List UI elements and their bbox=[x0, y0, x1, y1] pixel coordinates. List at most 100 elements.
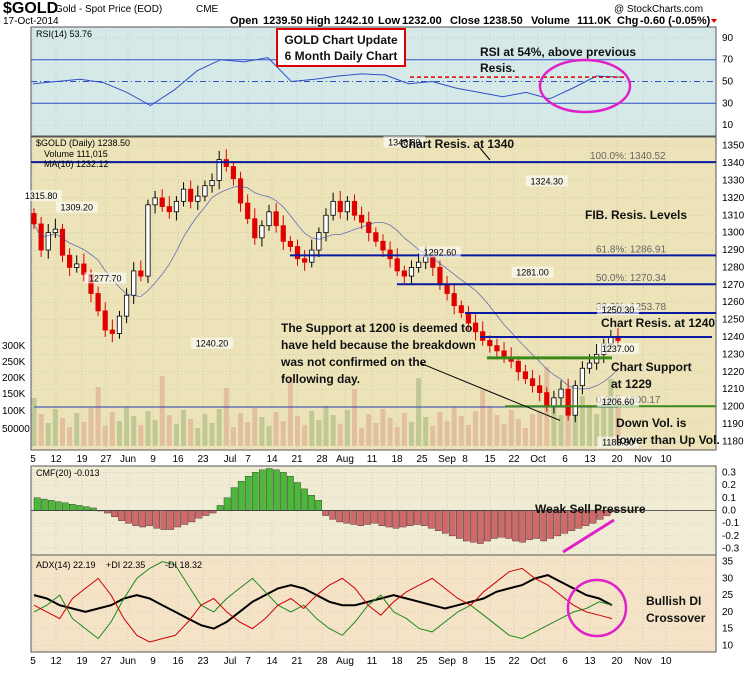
instrument-name: Gold - Spot Price (EOD) bbox=[55, 4, 162, 15]
cmf-bar-41 bbox=[322, 510, 329, 516]
volume-legend: Volume 111,015 bbox=[44, 149, 108, 159]
price-label-5: 1292.60 bbox=[424, 248, 457, 258]
x-tick-lower-19: 15 bbox=[484, 656, 496, 667]
candle-body-78 bbox=[586, 362, 593, 369]
volume-bar-77 bbox=[579, 396, 585, 446]
cmf-bar-20 bbox=[174, 510, 182, 528]
x-tick-upper-5: 9 bbox=[150, 454, 156, 465]
cmf-bar-19 bbox=[167, 510, 175, 530]
volume-bar-59 bbox=[451, 407, 457, 446]
candle-body-72 bbox=[544, 392, 550, 407]
minus-di-legend: -DI 18.32 bbox=[165, 560, 202, 570]
candle-body-65 bbox=[494, 345, 500, 352]
x-tick-lower-25: Nov bbox=[634, 656, 652, 667]
cmf-bar-2 bbox=[47, 500, 55, 511]
x-tick-lower-13: Aug bbox=[336, 656, 354, 667]
price-tick-7: 1250 bbox=[722, 315, 745, 326]
candle-26 bbox=[216, 150, 222, 190]
x-tick-upper-6: 16 bbox=[172, 454, 184, 465]
rsi-annotation-line-1: RSI at 54%, above previous bbox=[480, 45, 636, 59]
volume-tick-2: 200K bbox=[2, 373, 26, 384]
volume-bar-3 bbox=[52, 409, 58, 446]
candle-70 bbox=[529, 370, 536, 393]
candle-body-43 bbox=[337, 200, 343, 213]
cmf-bar-65 bbox=[491, 510, 498, 539]
candle-body-57 bbox=[437, 267, 443, 286]
candle-body-36 bbox=[287, 240, 293, 247]
candle-body-68 bbox=[515, 360, 521, 373]
candle-50 bbox=[387, 241, 393, 268]
rsi-tick-0: 10 bbox=[722, 120, 734, 131]
candle-body-30 bbox=[245, 202, 251, 220]
volume-bar-29 bbox=[238, 413, 244, 446]
price-tick-4: 1220 bbox=[722, 367, 745, 378]
candle-7 bbox=[81, 253, 87, 282]
volume-bar-12 bbox=[116, 421, 122, 446]
candle-body-21 bbox=[180, 188, 187, 202]
x-tick-lower-7: 23 bbox=[197, 656, 209, 667]
volume-tick-1: 250K bbox=[2, 357, 26, 368]
candle-52 bbox=[401, 265, 407, 284]
x-tick-upper-23: 13 bbox=[584, 454, 596, 465]
di-crossover-circle bbox=[566, 578, 628, 638]
volume-bar-38 bbox=[302, 425, 308, 446]
down-vol-line-1: Down Vol. is bbox=[616, 416, 687, 430]
candle-body-41 bbox=[323, 214, 329, 234]
price-tick-12: 1300 bbox=[722, 228, 745, 239]
cmf-bar-18 bbox=[160, 510, 168, 530]
cmf-bar-12 bbox=[118, 510, 125, 521]
price-label-bg-1 bbox=[55, 201, 98, 213]
price-label-bg-0 bbox=[20, 190, 63, 202]
candle-body-35 bbox=[280, 225, 286, 242]
rsi-highlight-circle bbox=[538, 58, 632, 114]
volume-bar-73 bbox=[551, 406, 557, 446]
cmf-bar-53 bbox=[406, 510, 414, 526]
cmf-bar-63 bbox=[477, 510, 484, 544]
volume-bar-48 bbox=[373, 423, 379, 446]
x-tick-lower-15: 18 bbox=[391, 656, 403, 667]
price-label-10: 1183.30 bbox=[602, 438, 634, 448]
volume-bar-7 bbox=[81, 422, 87, 446]
candle-body-71 bbox=[537, 385, 543, 394]
cmf-tick-6: -0.3 bbox=[722, 544, 740, 555]
price-label-4: 1346.80 bbox=[388, 137, 421, 147]
x-tick-upper-18: 8 bbox=[462, 454, 468, 465]
cmf-bar-60 bbox=[456, 510, 463, 539]
candle-body-14 bbox=[131, 270, 137, 296]
price-label-0: 1315.80 bbox=[25, 191, 58, 201]
x-tick-lower-9: 7 bbox=[245, 656, 251, 667]
candle-body-58 bbox=[444, 284, 450, 294]
fib-resis-label: FIB. Resis. Levels bbox=[585, 208, 687, 222]
cmf-bar-69 bbox=[519, 510, 526, 543]
cmf-bar-42 bbox=[329, 510, 336, 520]
candle-body-2 bbox=[45, 232, 51, 251]
volume-bar-75 bbox=[565, 401, 571, 446]
candle-23 bbox=[195, 185, 201, 211]
price-label-2: 1277.70 bbox=[89, 273, 122, 283]
volume-bar-64 bbox=[487, 406, 493, 446]
cmf-bar-46 bbox=[357, 510, 365, 526]
price-label-8: 1237.00 bbox=[602, 344, 635, 354]
cmf-bar-5 bbox=[69, 503, 76, 511]
candle-body-54 bbox=[415, 261, 422, 268]
candle-body-42 bbox=[330, 200, 336, 216]
candle-54 bbox=[415, 253, 422, 273]
cmf-bar-29 bbox=[237, 481, 245, 511]
candle-48 bbox=[373, 227, 379, 247]
volume-bar-5 bbox=[67, 427, 73, 446]
support-note-line-3: was not confirmed on the bbox=[280, 355, 427, 369]
candle-16 bbox=[145, 199, 151, 284]
price-label-7: 1281.00 bbox=[516, 268, 549, 278]
high-label: High bbox=[306, 15, 331, 27]
cmf-bar-21 bbox=[181, 510, 189, 525]
cmf-bar-47 bbox=[364, 510, 372, 525]
support-1200-note: The Support at 1200 is deemed to have he… bbox=[280, 321, 476, 386]
candle-12 bbox=[116, 310, 123, 339]
x-tick-upper-17: Sep bbox=[438, 454, 456, 465]
x-tick-lower-6: 16 bbox=[172, 656, 184, 667]
x-tick-upper-21: Oct bbox=[530, 454, 546, 465]
candle-body-81 bbox=[608, 336, 614, 345]
cmf-bar-0 bbox=[33, 497, 41, 511]
candle-32 bbox=[259, 220, 265, 247]
